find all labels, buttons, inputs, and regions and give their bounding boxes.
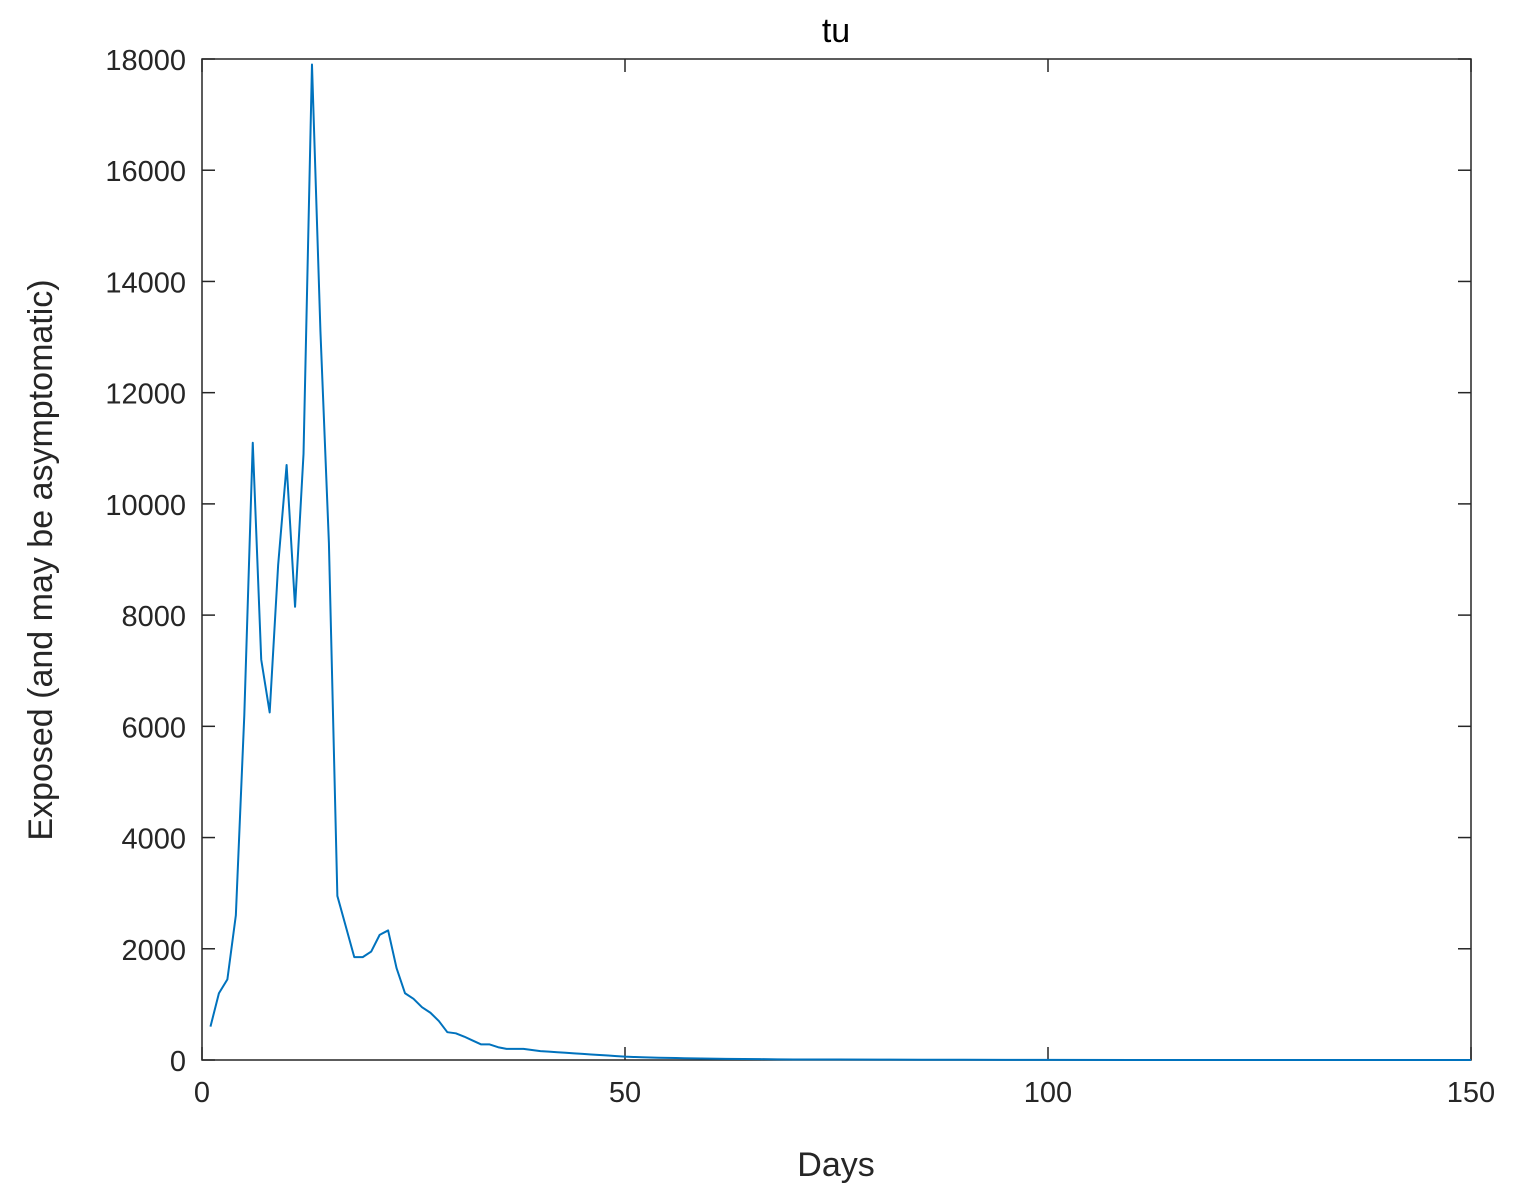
x-axis-title: Days [797, 1146, 874, 1184]
plot-frame [201, 58, 1472, 1061]
y-axis-title: Exposed (and may be asymptomatic) [22, 279, 60, 840]
series-line-1 [209, 63, 1471, 1061]
y-tick-label: 18000 [105, 45, 186, 77]
x-tick-label: 150 [1447, 1077, 1495, 1109]
x-tick-label: 50 [609, 1077, 641, 1109]
y-tick-label: 10000 [105, 490, 186, 522]
y-tick-label: 12000 [105, 379, 186, 411]
y-tick-label: 4000 [121, 824, 186, 856]
y-tick-label: 14000 [105, 267, 186, 299]
plot-area: 0 50 100 150 0 2000 4000 6000 8000 10000 12000 1400… [105, 45, 1495, 1109]
x-tick-label: 100 [1024, 1077, 1072, 1109]
y-tick-label: 6000 [121, 712, 186, 744]
chart-title: tu [822, 12, 850, 50]
y-tick-label: 2000 [121, 935, 186, 967]
y-tick-label: 16000 [105, 156, 186, 188]
x-tick-label: 0 [194, 1077, 210, 1109]
y-tick-label: 0 [170, 1046, 186, 1078]
y-tick-label: 8000 [121, 601, 186, 633]
